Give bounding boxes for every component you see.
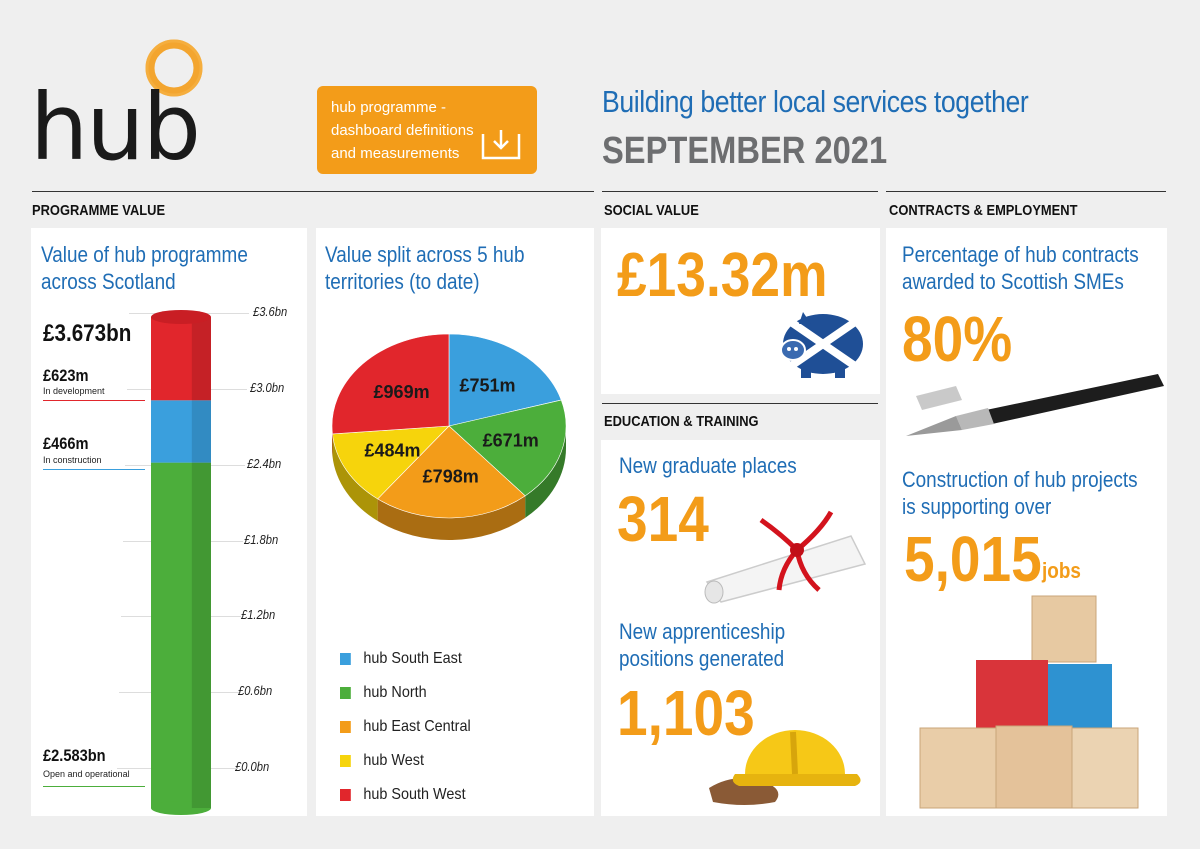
pie-slice-hub-east-central xyxy=(377,425,526,519)
programme-value-title: Value of hub programme across Scotland xyxy=(41,242,248,294)
total-value: £3.673bn xyxy=(43,320,132,347)
legend-label: hub North xyxy=(363,684,427,701)
open-operational-value: £2.583bn xyxy=(43,746,106,765)
territory-split-panel: Value split across 5 hub territories (to… xyxy=(316,228,594,816)
apprenticeship-label: New apprenticeship positions generated xyxy=(619,619,786,671)
download-icon xyxy=(481,130,521,160)
pie-slice-side xyxy=(525,426,566,518)
download-button-label: hub programme - dashboard definitions an… xyxy=(331,99,474,162)
in-development-line xyxy=(43,400,145,401)
page-subtitle: SEPTEMBER 2021 xyxy=(602,130,888,172)
jobs-value: 5,015 xyxy=(904,523,1042,595)
open-operational-line xyxy=(43,786,145,787)
cylinder-shade xyxy=(191,317,211,808)
territory-split-title: Value split across 5 hub territories (to… xyxy=(325,242,525,294)
section-label-education: EDUCATION & TRAINING xyxy=(604,413,759,430)
pie-data-label: £484m xyxy=(365,440,421,460)
stacked-cylinder-chart xyxy=(151,310,211,815)
axis-tick-label: £1.8bn xyxy=(244,531,279,547)
legend-swatch xyxy=(340,789,351,801)
legend-swatch xyxy=(340,721,351,733)
legend-label: hub East Central xyxy=(363,718,471,735)
axis-tick-label: £0.6bn xyxy=(238,683,273,699)
pie-slice-hub-west xyxy=(332,425,450,500)
open-operational-label: Open and operational xyxy=(43,769,130,779)
page-title: Building better local services together xyxy=(602,84,1029,119)
pie-slice-hub-south-west xyxy=(331,333,450,435)
legend-swatch xyxy=(340,687,351,699)
legend-item: hub North xyxy=(340,676,471,710)
divider xyxy=(32,191,594,192)
pie-data-label: £798m xyxy=(423,467,479,487)
axis-tick-label: £0.0bn xyxy=(235,759,270,774)
pie-slice-side xyxy=(377,495,526,540)
programme-value-panel: Value of hub programme across Scotland £… xyxy=(31,228,307,816)
section-label-contracts: CONTRACTS & EMPLOYMENT xyxy=(889,202,1078,219)
legend-label: hub South West xyxy=(363,786,466,803)
pie-data-label: £671m xyxy=(483,430,539,450)
pie-slice-side xyxy=(332,433,378,521)
section-label-social-value: SOCIAL VALUE xyxy=(604,202,699,219)
education-panel: New graduate places 314 New apprenticesh… xyxy=(601,440,880,816)
divider xyxy=(886,191,1166,192)
sme-contracts-value: 80% xyxy=(902,303,1013,375)
divider xyxy=(602,403,878,404)
logo-text: hub xyxy=(30,74,201,181)
pie-data-label: £969m xyxy=(374,382,430,402)
pie-legend: hub South East hub North hub East Central h… xyxy=(340,642,485,812)
hard-hat-icon xyxy=(709,730,861,805)
cylinder-segment-open-and-operational xyxy=(151,462,211,808)
contracts-panel: Percentage of hub contracts awarded to S… xyxy=(886,228,1167,816)
pie-slice-hub-north xyxy=(448,399,567,497)
apprenticeship-value: 1,103 xyxy=(617,677,755,749)
graduate-places-value: 314 xyxy=(617,483,709,555)
legend-item: hub East Central xyxy=(340,710,471,744)
piggy-bank-icon xyxy=(780,312,863,378)
logo-ring-icon xyxy=(145,39,203,97)
axis-tick-label: £2.4bn xyxy=(247,455,282,471)
in-construction-line xyxy=(43,469,145,470)
in-development-label: In development xyxy=(43,386,105,396)
social-value-panel: £13.32m xyxy=(601,228,880,394)
pie-data-label: £751m xyxy=(460,375,516,395)
legend-swatch xyxy=(340,653,351,665)
cylinder-segment-in-construction xyxy=(151,400,211,463)
pie-slice-hub-south-east xyxy=(448,333,562,427)
axis-tick-label: £3.6bn xyxy=(253,304,288,319)
logo: hub xyxy=(30,30,220,180)
download-definitions-button[interactable]: hub programme - dashboard definitions an… xyxy=(317,86,537,174)
legend-swatch xyxy=(340,755,351,767)
jobs-label: Construction of hub projects is supporti… xyxy=(902,467,1138,519)
cylinder-segment-in-development xyxy=(151,317,211,401)
legend-label: hub West xyxy=(363,752,424,769)
jobs-unit: jobs xyxy=(1042,558,1081,583)
in-construction-value: £466m xyxy=(43,434,89,453)
diploma-icon xyxy=(704,510,867,604)
legend-item: hub South East xyxy=(340,642,471,676)
graduate-places-label: New graduate places xyxy=(619,453,797,478)
divider xyxy=(602,191,878,192)
in-construction-label: In construction xyxy=(43,455,102,465)
axis-tick-label: £3.0bn xyxy=(250,379,285,395)
section-label-programme-value: PROGRAMME VALUE xyxy=(32,202,166,219)
territory-pie-chart: £751m £671m£798m£484m £969m xyxy=(331,333,567,540)
in-development-value: £623m xyxy=(43,366,89,385)
building-blocks-icon xyxy=(919,595,1139,809)
cylinder-base xyxy=(151,801,211,815)
legend-item: hub West xyxy=(340,744,471,778)
sme-contracts-label: Percentage of hub contracts awarded to S… xyxy=(902,242,1139,294)
axis-tick-label: £1.2bn xyxy=(241,607,276,623)
legend-label: hub South East xyxy=(363,650,462,667)
legend-item: hub South West xyxy=(340,778,471,812)
cylinder-top xyxy=(151,310,211,324)
social-value-amount: £13.32m xyxy=(617,241,828,310)
fountain-pen-icon xyxy=(906,374,1164,436)
